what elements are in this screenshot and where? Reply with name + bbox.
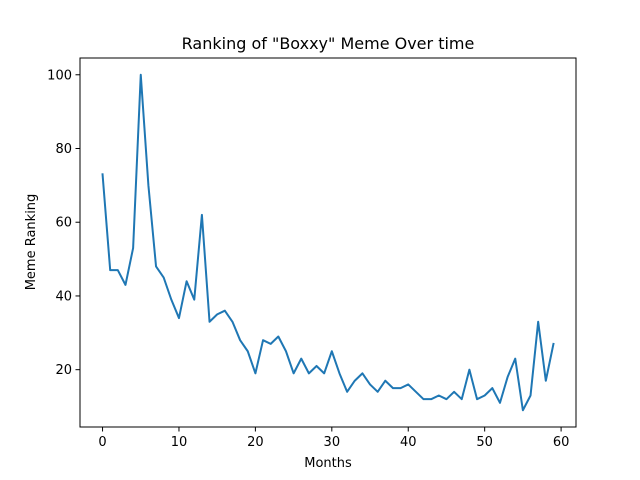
x-tick-label: 60 — [553, 435, 570, 450]
x-tick-label: 30 — [324, 435, 341, 450]
x-tick-label: 20 — [247, 435, 264, 450]
x-tick-label: 50 — [476, 435, 493, 450]
x-tick-label: 0 — [98, 435, 106, 450]
plot-area: 0 10 20 30 40 50 60 20 40 60 80 100 — [47, 57, 577, 450]
x-axis-label: Months — [304, 456, 352, 471]
y-tick-label: 60 — [55, 216, 72, 231]
series-line — [101, 73, 555, 412]
y-tick-label: 100 — [47, 68, 72, 83]
chart-title: Ranking of "Boxxy" Meme Over time — [182, 34, 475, 53]
axes-frame — [79, 57, 577, 428]
y-tick-label: 80 — [55, 142, 72, 157]
y-tick-label: 40 — [55, 289, 72, 304]
x-tick-label: 40 — [400, 435, 417, 450]
x-tick-label: 10 — [171, 435, 188, 450]
y-axis-label: Meme Ranking — [24, 194, 39, 291]
y-tick-label: 20 — [55, 363, 72, 378]
